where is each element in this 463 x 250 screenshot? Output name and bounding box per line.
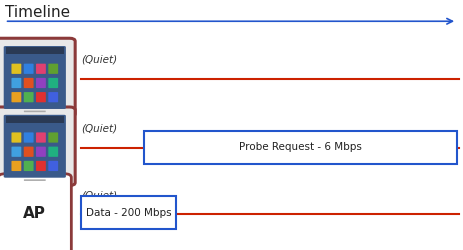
- FancyBboxPatch shape: [36, 64, 46, 74]
- FancyBboxPatch shape: [48, 92, 58, 102]
- FancyBboxPatch shape: [24, 132, 33, 143]
- Text: (Quiet): (Quiet): [81, 55, 117, 65]
- FancyBboxPatch shape: [48, 161, 58, 171]
- FancyBboxPatch shape: [12, 64, 21, 74]
- FancyBboxPatch shape: [36, 161, 46, 171]
- FancyBboxPatch shape: [0, 107, 75, 186]
- Bar: [144, 131, 456, 164]
- FancyBboxPatch shape: [48, 146, 58, 157]
- Text: (Quiet): (Quiet): [81, 190, 117, 200]
- FancyBboxPatch shape: [48, 132, 58, 143]
- FancyBboxPatch shape: [12, 146, 21, 157]
- FancyBboxPatch shape: [12, 92, 21, 102]
- FancyBboxPatch shape: [0, 174, 71, 250]
- FancyBboxPatch shape: [36, 132, 46, 143]
- Text: Data - 200 Mbps: Data - 200 Mbps: [86, 208, 171, 218]
- FancyBboxPatch shape: [24, 110, 45, 112]
- FancyBboxPatch shape: [12, 132, 21, 143]
- Bar: [6, 116, 64, 123]
- FancyBboxPatch shape: [12, 161, 21, 171]
- FancyBboxPatch shape: [48, 78, 58, 88]
- FancyBboxPatch shape: [0, 38, 75, 117]
- FancyBboxPatch shape: [4, 115, 66, 178]
- FancyBboxPatch shape: [12, 78, 21, 88]
- FancyBboxPatch shape: [24, 146, 33, 157]
- Text: (Quiet): (Quiet): [81, 124, 117, 134]
- Text: AP: AP: [23, 206, 46, 221]
- Bar: [81, 196, 176, 229]
- FancyBboxPatch shape: [36, 146, 46, 157]
- Text: Timeline: Timeline: [5, 5, 69, 20]
- FancyBboxPatch shape: [24, 161, 33, 171]
- FancyBboxPatch shape: [24, 78, 33, 88]
- Bar: [6, 47, 64, 54]
- FancyBboxPatch shape: [4, 46, 66, 109]
- FancyBboxPatch shape: [24, 92, 33, 102]
- Text: Probe Request - 6 Mbps: Probe Request - 6 Mbps: [238, 142, 361, 152]
- FancyBboxPatch shape: [36, 78, 46, 88]
- FancyBboxPatch shape: [36, 92, 46, 102]
- FancyBboxPatch shape: [48, 64, 58, 74]
- FancyBboxPatch shape: [24, 179, 45, 181]
- FancyBboxPatch shape: [24, 64, 33, 74]
